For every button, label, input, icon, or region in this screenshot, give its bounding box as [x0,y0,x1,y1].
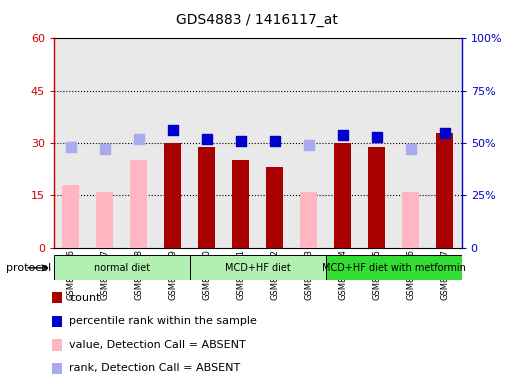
Point [101,146,109,152]
Point [67,144,75,150]
Bar [164,143,181,248]
Bar [393,38,428,248]
Text: normal diet: normal diet [94,263,150,273]
Text: count: count [69,293,101,303]
Bar [334,143,351,248]
Point [305,142,313,148]
Bar [326,255,462,280]
Text: MCD+HF diet: MCD+HF diet [225,263,291,273]
Bar [232,161,249,248]
Bar [54,255,190,280]
Bar [52,363,62,374]
Point [407,146,415,152]
Bar [436,132,453,248]
Point [169,127,177,134]
Bar [122,38,156,248]
Bar [190,255,326,280]
Bar [326,38,360,248]
Text: protocol: protocol [6,263,51,273]
Bar [130,161,147,248]
Text: value, Detection Call = ABSENT: value, Detection Call = ABSENT [69,340,246,350]
Bar [63,185,80,248]
Bar [52,339,62,351]
Point [203,136,211,142]
Bar [54,38,88,248]
Bar [266,167,283,248]
Bar [292,38,326,248]
Bar [368,147,385,248]
Point [372,134,381,140]
Bar [96,192,113,248]
Point [271,138,279,144]
Point [339,132,347,138]
Point [135,136,143,142]
Bar [300,192,317,248]
Bar [52,316,62,327]
Bar [402,192,419,248]
Text: rank, Detection Call = ABSENT: rank, Detection Call = ABSENT [69,363,241,373]
Bar [52,292,62,303]
Point [236,138,245,144]
Bar [224,38,258,248]
Bar [88,38,122,248]
Text: MCD+HF diet with metformin: MCD+HF diet with metformin [322,263,466,273]
Point [441,129,449,136]
Bar [156,38,190,248]
Bar [428,38,462,248]
Bar [190,38,224,248]
Text: GDS4883 / 1416117_at: GDS4883 / 1416117_at [175,13,338,27]
Text: percentile rank within the sample: percentile rank within the sample [69,316,257,326]
Bar [360,38,393,248]
Bar [199,147,215,248]
Bar [258,38,292,248]
